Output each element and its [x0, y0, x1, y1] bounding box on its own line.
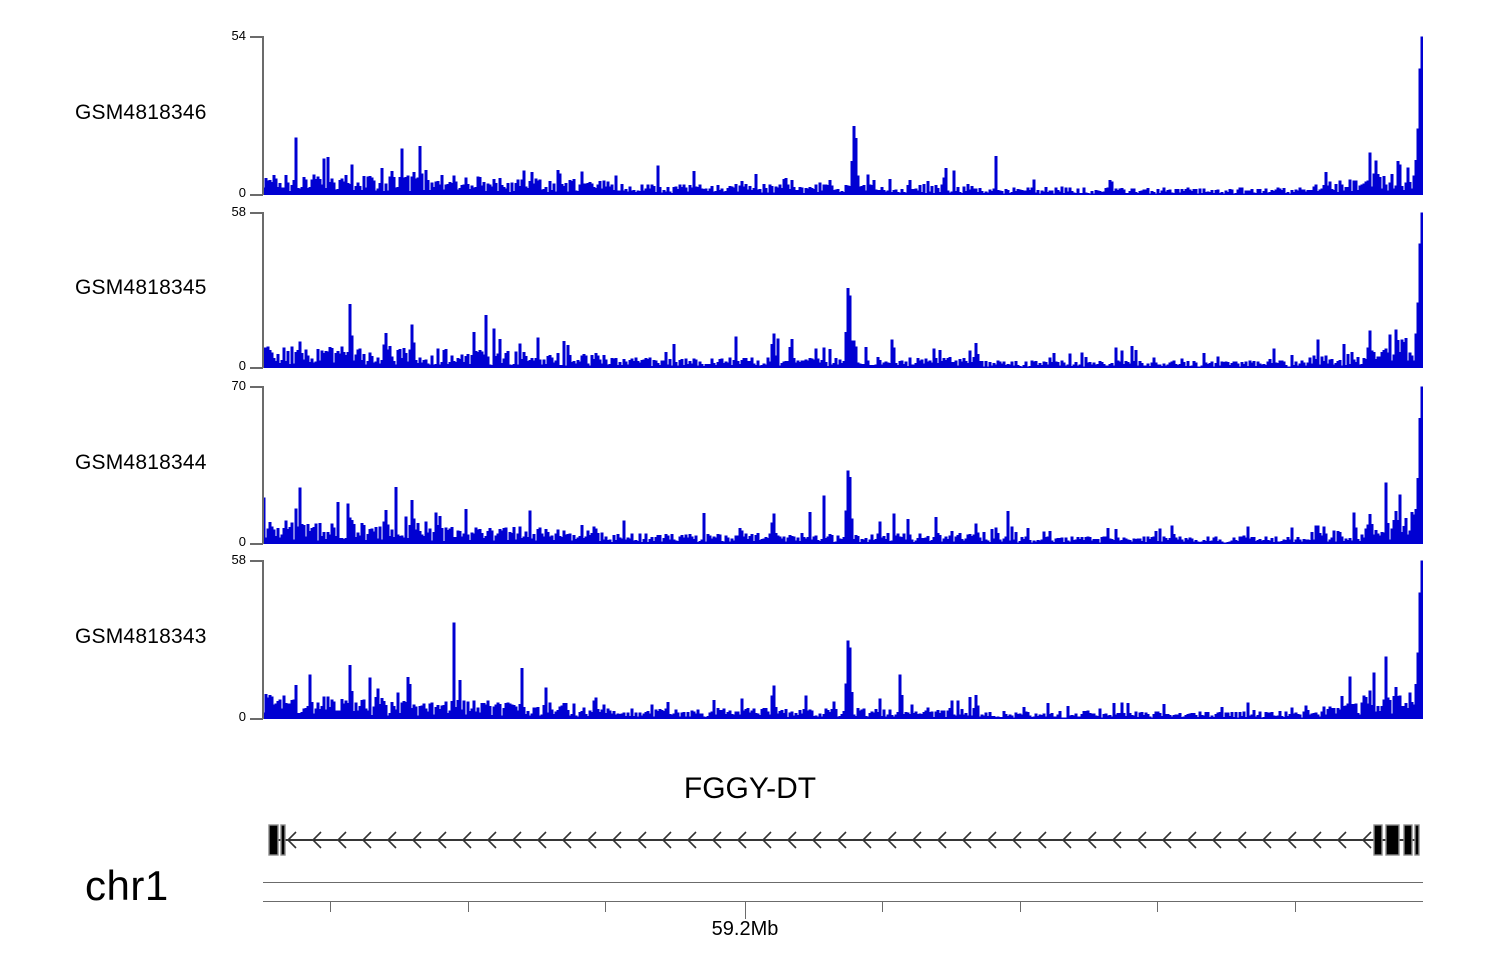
signal-plot[interactable] — [263, 386, 1423, 544]
strand-arrow-left-icon — [386, 831, 397, 849]
strand-arrow-left-icon — [436, 831, 447, 849]
strand-arrow-left-icon — [511, 831, 522, 849]
strand-arrow-left-icon — [1236, 831, 1247, 849]
track-label: GSM4818345 — [75, 275, 207, 299]
strand-arrow-left-icon — [1261, 831, 1272, 849]
strand-arrow-left-icon — [611, 831, 622, 849]
axis-vertical-line — [262, 386, 264, 544]
axis-tick-min — [250, 194, 263, 196]
exon-block — [1414, 824, 1420, 856]
gene-model[interactable] — [0, 818, 1500, 862]
ruler-major-tick — [745, 902, 746, 919]
strand-arrow-left-icon — [1061, 831, 1072, 849]
ruler-base-line — [263, 901, 1423, 902]
ruler-tick — [1157, 902, 1158, 912]
exon-block — [280, 824, 286, 856]
ruler-tick — [605, 902, 606, 912]
strand-arrow-left-icon — [286, 831, 297, 849]
strand-arrow-left-icon — [1161, 831, 1172, 849]
strand-arrow-left-icon — [711, 831, 722, 849]
strand-arrow-left-icon — [561, 831, 572, 849]
strand-arrow-left-icon — [936, 831, 947, 849]
strand-arrow-left-icon — [586, 831, 597, 849]
strand-arrow-left-icon — [1136, 831, 1147, 849]
strand-arrow-left-icon — [486, 831, 497, 849]
axis-tick-max — [250, 560, 263, 562]
gene-title: FGGY-DT — [683, 772, 817, 805]
strand-arrow-left-icon — [1311, 831, 1322, 849]
axis-vertical-line — [262, 212, 264, 368]
strand-arrow-left-icon — [1286, 831, 1297, 849]
strand-arrow-left-icon — [836, 831, 847, 849]
track-axis-min: 0 — [238, 709, 246, 724]
strand-arrow-left-icon — [761, 831, 772, 849]
signal-plot[interactable] — [263, 212, 1423, 368]
strand-arrow-left-icon — [336, 831, 347, 849]
strand-arrow-left-icon — [1011, 831, 1022, 849]
exon-block — [1385, 824, 1400, 856]
strand-arrow-left-icon — [1086, 831, 1097, 849]
strand-arrow-left-icon — [886, 831, 897, 849]
axis-tick-max — [250, 212, 263, 214]
strand-arrow-left-icon — [986, 831, 997, 849]
ruler-top-line — [263, 882, 1423, 883]
strand-arrow-left-icon — [1036, 831, 1047, 849]
exon-block — [1373, 824, 1383, 856]
signal-plot[interactable] — [263, 560, 1423, 719]
strand-arrow-left-icon — [786, 831, 797, 849]
strand-arrow-left-icon — [911, 831, 922, 849]
strand-arrow-left-icon — [311, 831, 322, 849]
axis-tick-max — [250, 36, 263, 38]
strand-arrow-left-icon — [686, 831, 697, 849]
strand-arrow-left-icon — [1361, 831, 1372, 849]
axis-vertical-line — [262, 36, 264, 195]
strand-arrow-left-icon — [1336, 831, 1347, 849]
strand-arrow-left-icon — [536, 831, 547, 849]
axis-tick-min — [250, 718, 263, 720]
strand-arrow-left-icon — [361, 831, 372, 849]
axis-tick-min — [250, 367, 263, 369]
exon-block — [1403, 824, 1413, 856]
strand-arrow-left-icon — [461, 831, 472, 849]
track-axis-max: 70 — [231, 378, 246, 393]
track-label: GSM4818343 — [75, 625, 207, 648]
track-axis-max: 54 — [231, 28, 246, 43]
track-label: GSM4818344 — [75, 450, 207, 474]
track-axis-max: 58 — [231, 204, 246, 219]
track-label: GSM4818346 — [75, 101, 207, 124]
strand-arrow-left-icon — [661, 831, 672, 849]
strand-arrow-left-icon — [861, 831, 872, 849]
ruler-tick — [468, 902, 469, 912]
strand-arrow-left-icon — [811, 831, 822, 849]
track-axis-min: 0 — [238, 358, 246, 373]
signal-plot[interactable] — [263, 36, 1423, 195]
axis-vertical-line — [262, 560, 264, 719]
track-axis-min: 0 — [238, 534, 246, 549]
exon-block — [268, 824, 279, 856]
chromosome-label: chr1 — [85, 862, 169, 909]
ruler-tick — [1295, 902, 1296, 912]
ruler-tick — [330, 902, 331, 912]
ruler-tick-label: 59.2Mb — [711, 918, 779, 940]
track-axis-min: 0 — [238, 185, 246, 200]
strand-arrow-left-icon — [961, 831, 972, 849]
strand-arrow-left-icon — [736, 831, 747, 849]
strand-arrow-left-icon — [1111, 831, 1122, 849]
ruler-tick — [882, 902, 883, 912]
strand-arrow-left-icon — [1211, 831, 1222, 849]
strand-arrow-left-icon — [411, 831, 422, 849]
strand-arrow-left-icon — [636, 831, 647, 849]
gene-model-graphic — [268, 824, 1420, 856]
axis-tick-min — [250, 543, 263, 545]
track-axis-max: 58 — [231, 552, 246, 567]
strand-arrow-left-icon — [1186, 831, 1197, 849]
axis-tick-max — [250, 386, 263, 388]
ruler-tick — [1020, 902, 1021, 912]
